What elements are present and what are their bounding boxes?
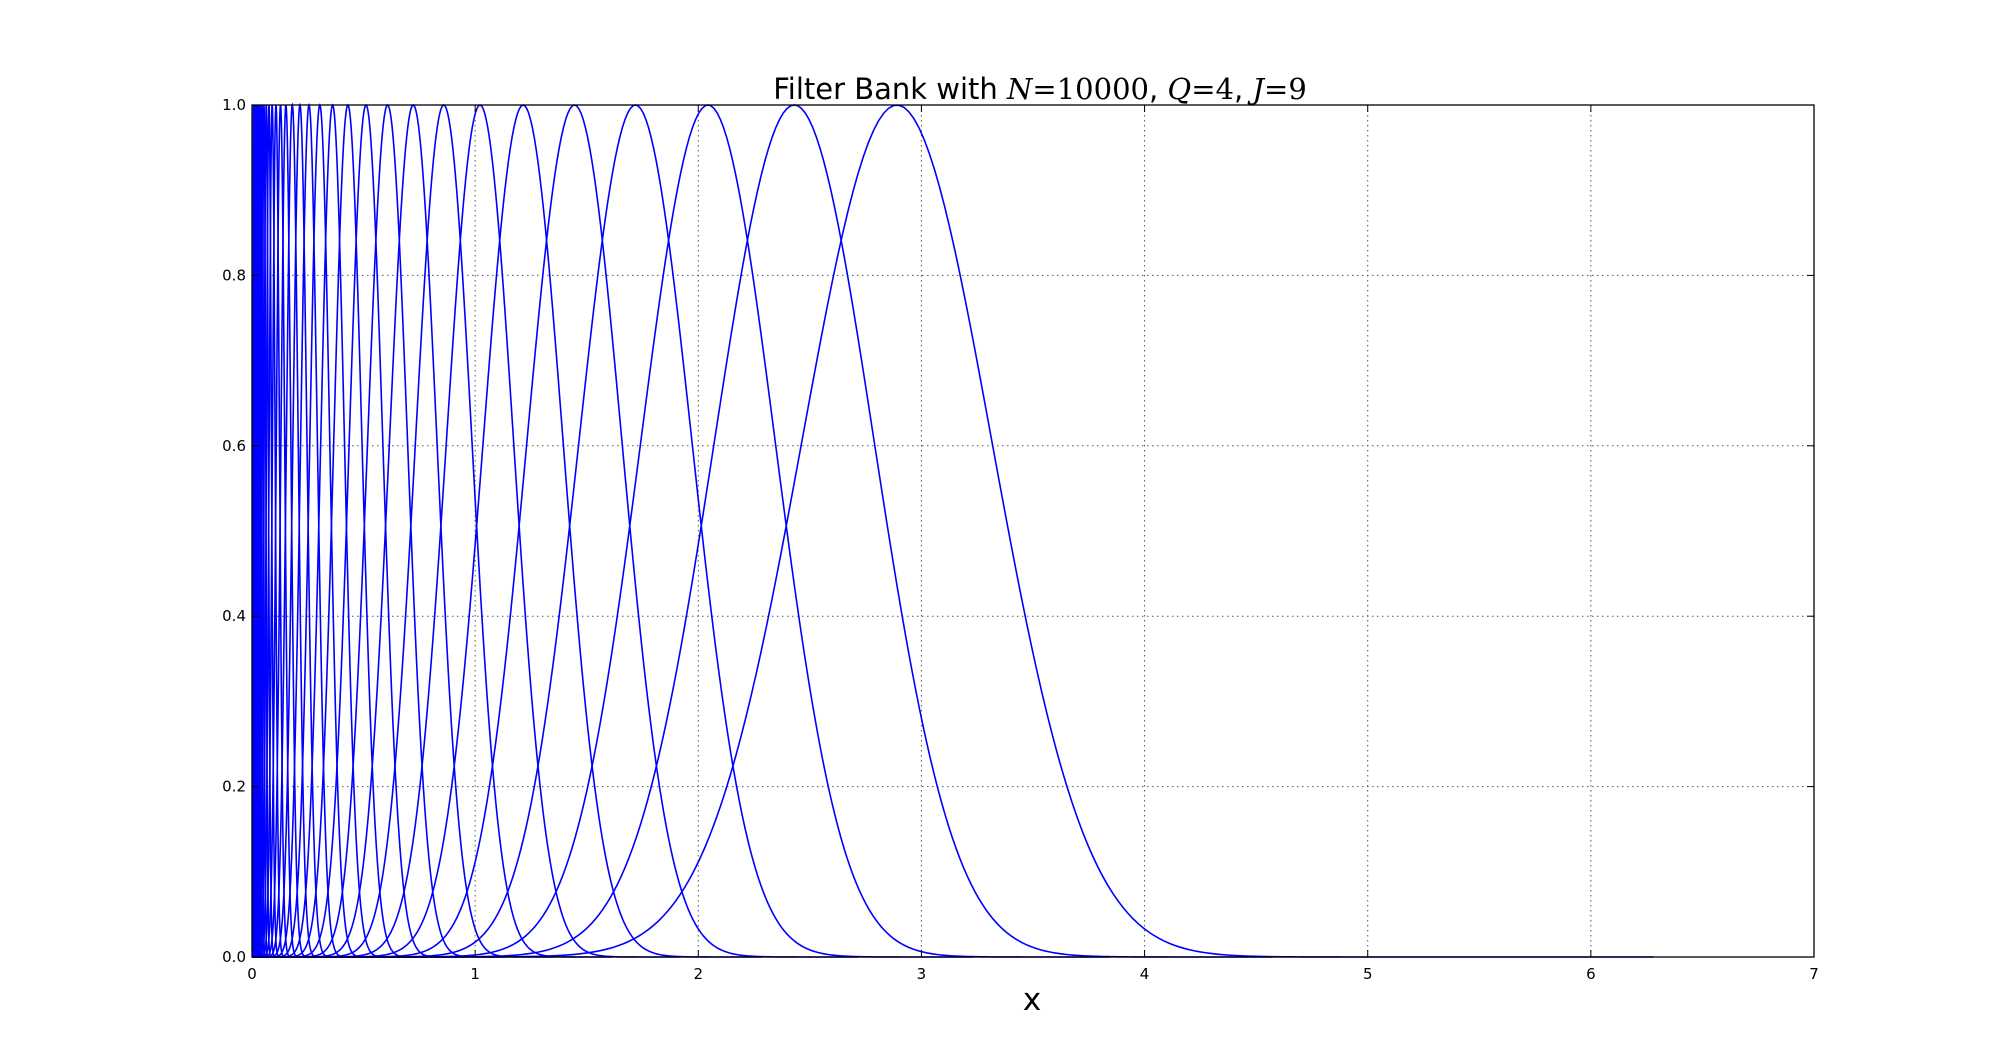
x-axis-label: x: [1023, 982, 1041, 1018]
title-prefix: Filter Bank with: [773, 72, 1007, 106]
title-j-symbol: J: [1247, 72, 1265, 106]
chart-title: Filter Bank with N=10000, Q=4, J=9: [773, 72, 1307, 106]
y-tick-label: 0.6: [222, 437, 246, 455]
x-tick-label: 6: [1586, 965, 1596, 983]
axis-ticks: 0 1 2 3 4 5 6 7 0.0 0.2 0.4 0.6 0.8 1.0: [222, 96, 1819, 983]
title-j-equals: =: [1264, 72, 1288, 106]
y-tick-label: 0.0: [222, 948, 246, 966]
title-separator-2: ,: [1234, 72, 1252, 106]
title-separator-1: ,: [1149, 72, 1167, 106]
plot-frame: [251, 104, 1815, 958]
y-tick-label: 0.8: [222, 266, 246, 284]
x-tick-label: 5: [1363, 965, 1373, 983]
title-n-value: 10000: [1057, 72, 1149, 106]
y-tick-label: 0.2: [222, 778, 246, 796]
axes-frame: [251, 104, 1815, 958]
y-tick-label: 1.0: [222, 96, 246, 114]
x-tick-label: 3: [917, 965, 927, 983]
title-j-value: 9: [1288, 72, 1306, 106]
x-tick-label: 1: [470, 965, 480, 983]
title-q-equals: =: [1191, 72, 1215, 106]
title-n-equals: =: [1032, 72, 1056, 106]
x-tick-label: 2: [694, 965, 704, 983]
title-n-symbol: N: [1006, 72, 1034, 106]
title-q-symbol: Q: [1167, 72, 1191, 106]
x-tick-label: 0: [247, 965, 257, 983]
x-tick-label: 4: [1140, 965, 1150, 983]
title-q-value: 4: [1216, 72, 1234, 106]
x-tick-label: 7: [1809, 965, 1819, 983]
y-tick-label: 0.4: [222, 607, 246, 625]
